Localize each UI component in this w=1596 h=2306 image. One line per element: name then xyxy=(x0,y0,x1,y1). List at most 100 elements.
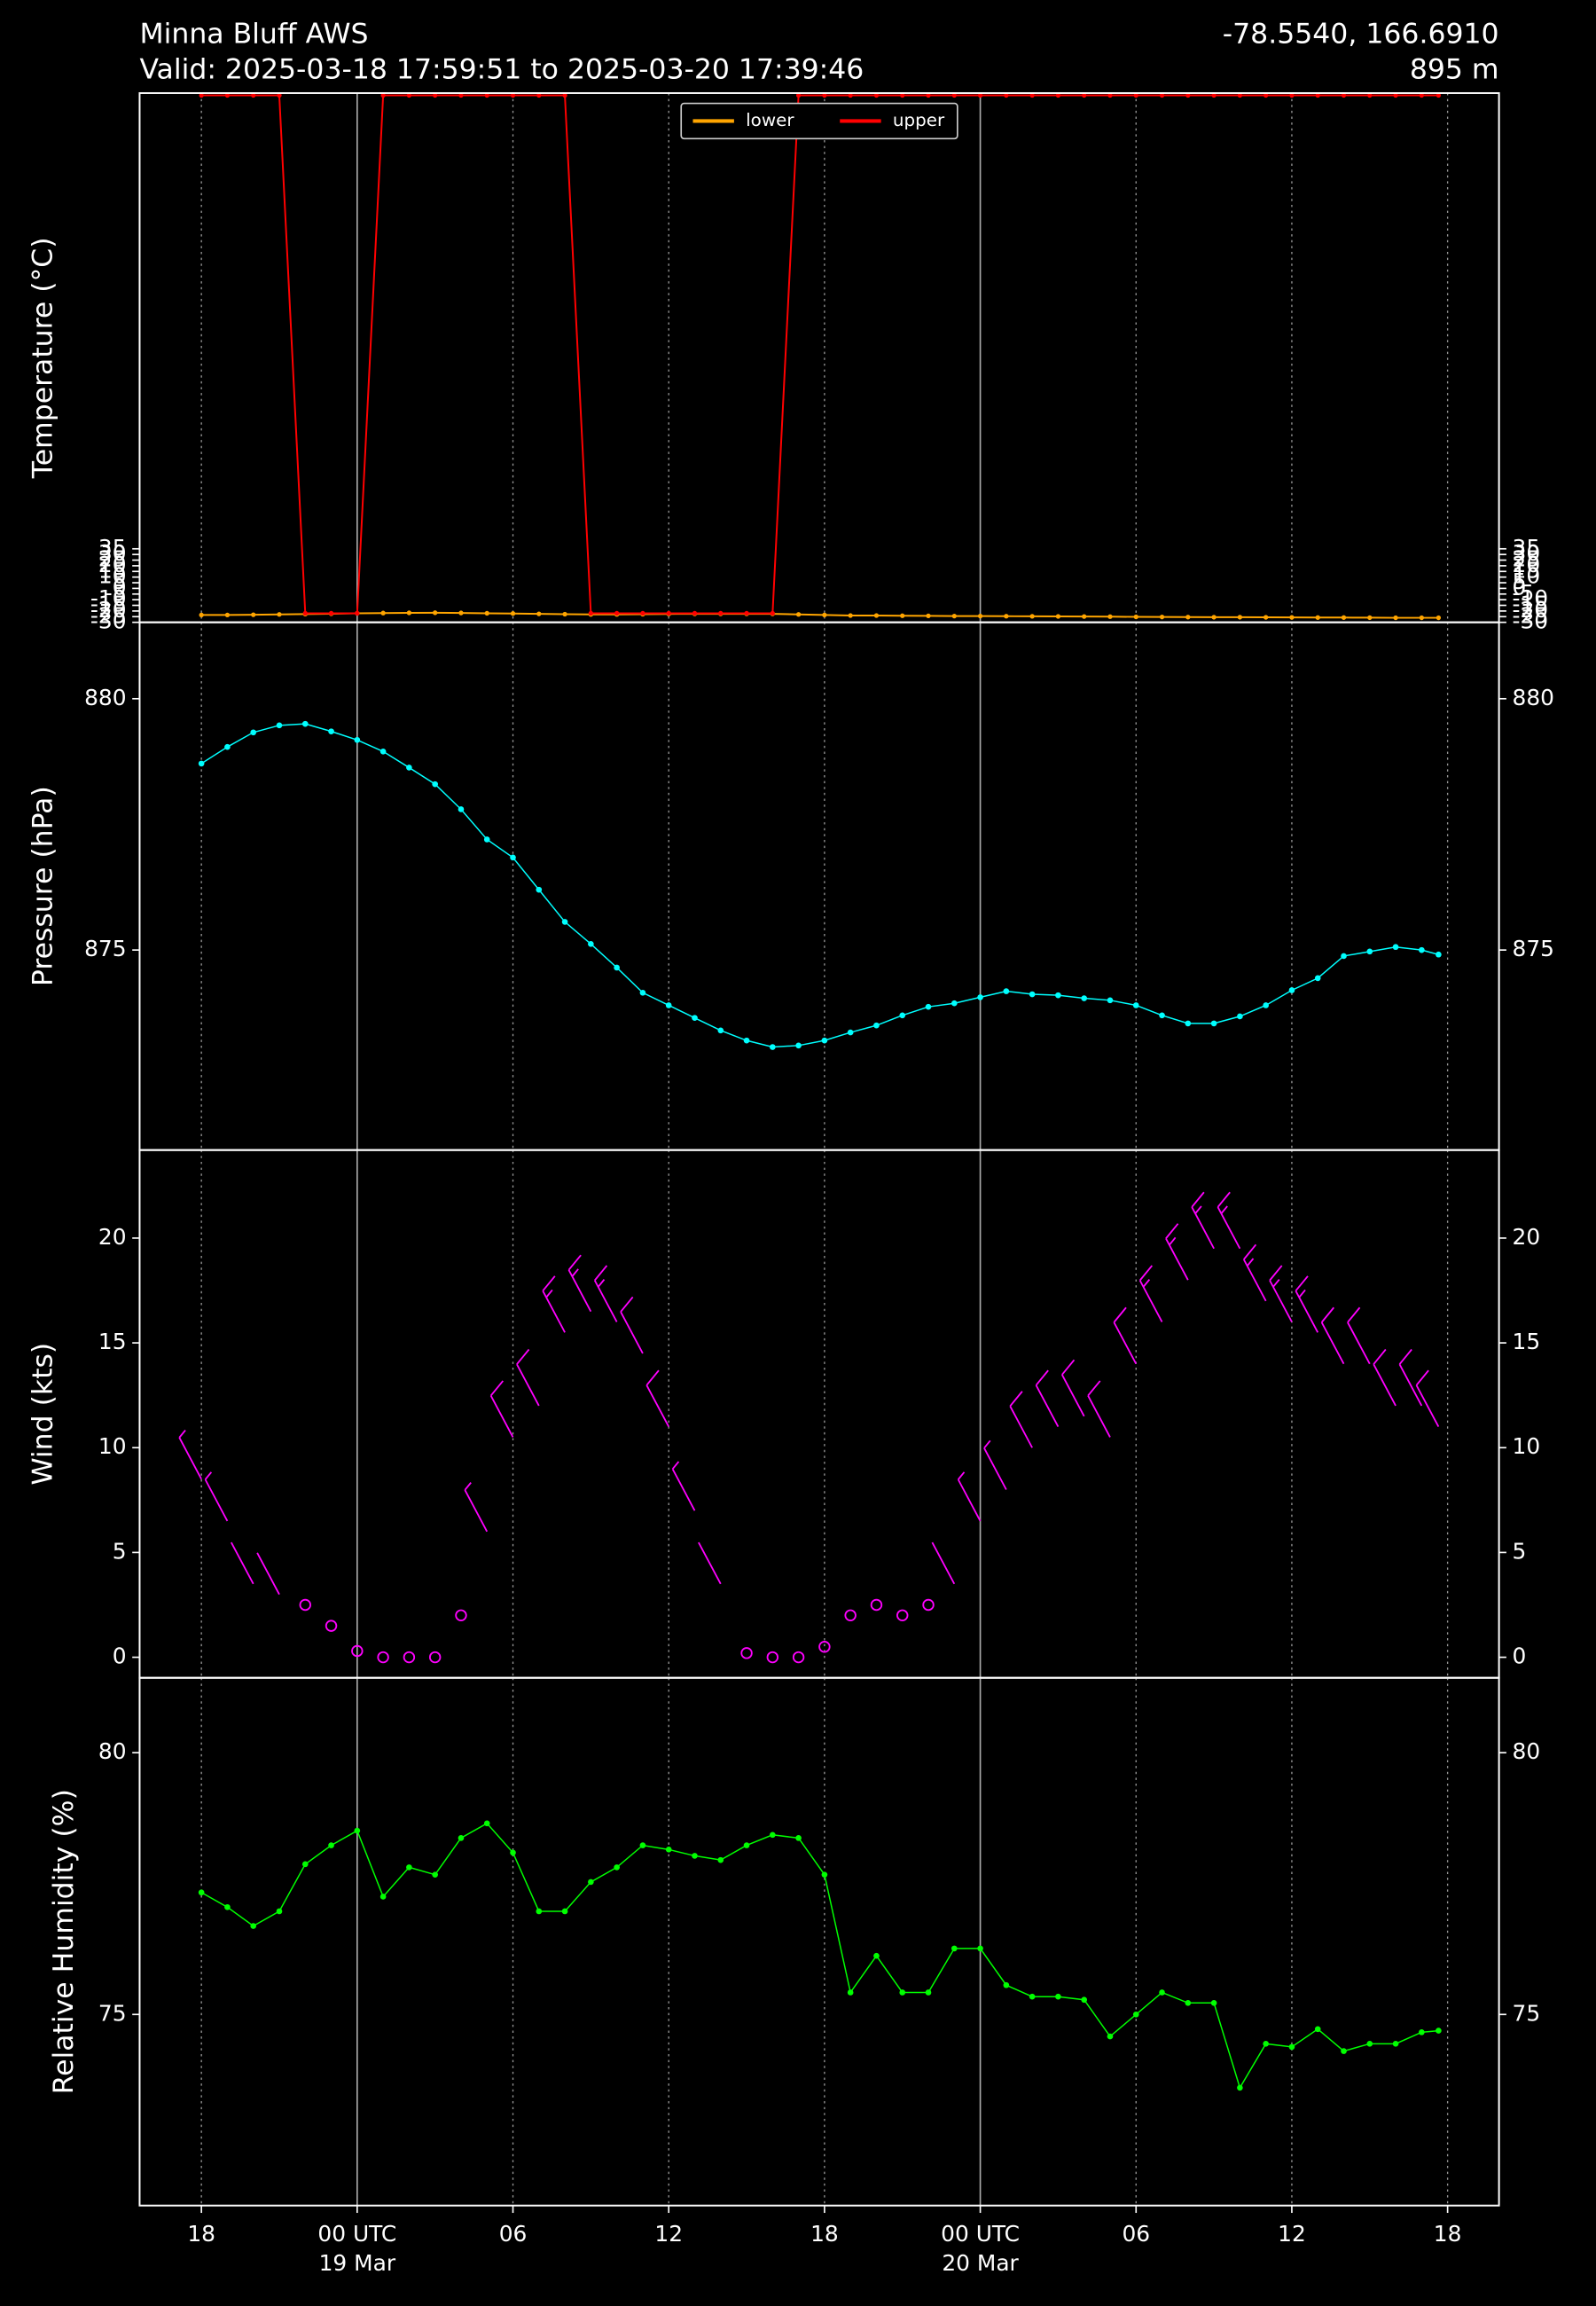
y-tick-label: 30 xyxy=(98,540,127,566)
barb-full xyxy=(1165,1223,1179,1239)
x-tick-label: 12 xyxy=(1278,2221,1306,2247)
barb-full xyxy=(1217,1191,1231,1208)
data-point xyxy=(433,610,438,616)
barb-full xyxy=(1061,1359,1076,1376)
data-point xyxy=(614,1864,620,1871)
wind-barb xyxy=(1060,1359,1085,1417)
data-point xyxy=(1185,615,1191,620)
y-tick-label: 0 xyxy=(113,1643,127,1669)
data-point xyxy=(510,611,516,616)
data-point xyxy=(1315,92,1320,98)
plot-area xyxy=(199,92,1442,621)
calm-marker xyxy=(299,1598,311,1612)
legend-label: upper xyxy=(893,110,945,130)
data-point xyxy=(977,994,983,1000)
data-point xyxy=(717,1856,724,1863)
y-tick-label: 20 xyxy=(98,552,127,577)
data-point xyxy=(510,92,516,98)
calm-marker xyxy=(377,1651,389,1664)
data-point xyxy=(1419,946,1425,953)
data-point xyxy=(795,1042,802,1049)
data-point xyxy=(354,1827,361,1834)
chart-title: Minna Bluff AWS xyxy=(139,19,368,51)
data-point xyxy=(301,720,309,727)
wind-barb xyxy=(1113,1306,1138,1365)
data-point xyxy=(1288,2043,1295,2051)
wind-barb xyxy=(1087,1380,1111,1438)
wind-barb xyxy=(1415,1369,1440,1428)
y-tick-label: -10 xyxy=(1513,585,1549,611)
barb-full xyxy=(1373,1348,1387,1365)
data-point xyxy=(1004,614,1009,619)
data-point xyxy=(406,765,412,771)
data-point xyxy=(770,610,775,616)
barb-full xyxy=(620,1296,634,1313)
valid-range: Valid: 2025-03-18 17:59:51 to 2025-03-20… xyxy=(139,53,864,85)
data-point xyxy=(744,610,749,616)
plot-area xyxy=(178,1191,1440,1664)
data-point xyxy=(977,1945,983,1952)
wind-barb xyxy=(593,1265,618,1322)
data-point xyxy=(1133,614,1138,620)
barb-half xyxy=(1142,1279,1151,1288)
barb-staff xyxy=(1347,1322,1371,1365)
barb-staff xyxy=(204,1479,229,1522)
data-point xyxy=(717,1027,724,1034)
series-line xyxy=(200,1822,1439,2090)
barb-staff xyxy=(256,1552,280,1596)
x-tick-label: 18 xyxy=(1434,2221,1462,2247)
wind-barb xyxy=(1398,1348,1423,1407)
calm-marker xyxy=(325,1620,338,1632)
wind-barb xyxy=(1373,1348,1396,1407)
data-point xyxy=(743,1842,750,1848)
data-point xyxy=(1341,953,1347,960)
y-tick-label: -20 xyxy=(90,597,127,623)
wind-barb xyxy=(957,1471,982,1522)
barb-staff xyxy=(1165,1237,1189,1281)
barb-half xyxy=(957,1471,966,1480)
wind-barb xyxy=(931,1541,956,1585)
data-point xyxy=(1419,615,1425,621)
y-tick-label: 0 xyxy=(113,574,127,600)
x-tick-label: 12 xyxy=(654,2221,683,2247)
data-point xyxy=(1436,615,1442,621)
y-tick-label: 35 xyxy=(1513,535,1541,561)
y-tick-label: 75 xyxy=(98,2000,127,2026)
y-tick-label: 75 xyxy=(1513,2000,1541,2026)
calm-marker xyxy=(740,1647,753,1659)
x-tick-label: 18 xyxy=(187,2221,215,2247)
barb-full xyxy=(1320,1306,1334,1323)
data-point xyxy=(510,1849,516,1856)
data-point xyxy=(1132,2011,1139,2018)
wind-barb xyxy=(178,1429,202,1480)
data-point xyxy=(355,610,360,616)
data-point xyxy=(1185,92,1191,98)
data-point xyxy=(614,610,620,616)
data-point xyxy=(692,1015,698,1021)
barb-staff xyxy=(1320,1322,1345,1365)
y-tick-label: 0 xyxy=(1513,1643,1527,1669)
data-point xyxy=(666,610,671,616)
barb-staff xyxy=(1295,1290,1319,1333)
data-point xyxy=(1436,951,1442,958)
wind-barb xyxy=(1347,1306,1371,1365)
y-tick-label: 875 xyxy=(1513,936,1554,961)
wind-barb xyxy=(567,1254,592,1313)
barb-staff xyxy=(1009,1405,1033,1448)
data-point xyxy=(199,92,204,98)
data-point xyxy=(1366,2041,1373,2047)
data-point xyxy=(1003,1981,1010,1988)
data-point xyxy=(510,854,516,861)
data-point xyxy=(848,613,853,618)
data-point xyxy=(1004,92,1009,98)
barb-full xyxy=(1295,1275,1309,1292)
wind-barb xyxy=(1269,1265,1293,1322)
y-tick-label: 15 xyxy=(98,557,127,583)
barb-staff xyxy=(1398,1363,1423,1407)
data-point xyxy=(224,1903,231,1910)
y-tick-label: -30 xyxy=(90,608,127,634)
y-tick-label: -10 xyxy=(90,585,127,611)
data-point xyxy=(1436,2028,1442,2034)
data-point xyxy=(224,743,231,750)
calm-marker xyxy=(818,1641,831,1653)
